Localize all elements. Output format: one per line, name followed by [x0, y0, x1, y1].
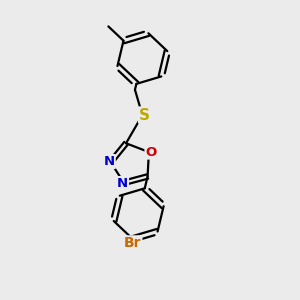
Text: N: N: [117, 177, 128, 190]
Text: O: O: [146, 146, 157, 158]
Text: N: N: [103, 155, 115, 168]
Text: Br: Br: [124, 236, 141, 250]
Text: S: S: [139, 107, 150, 122]
